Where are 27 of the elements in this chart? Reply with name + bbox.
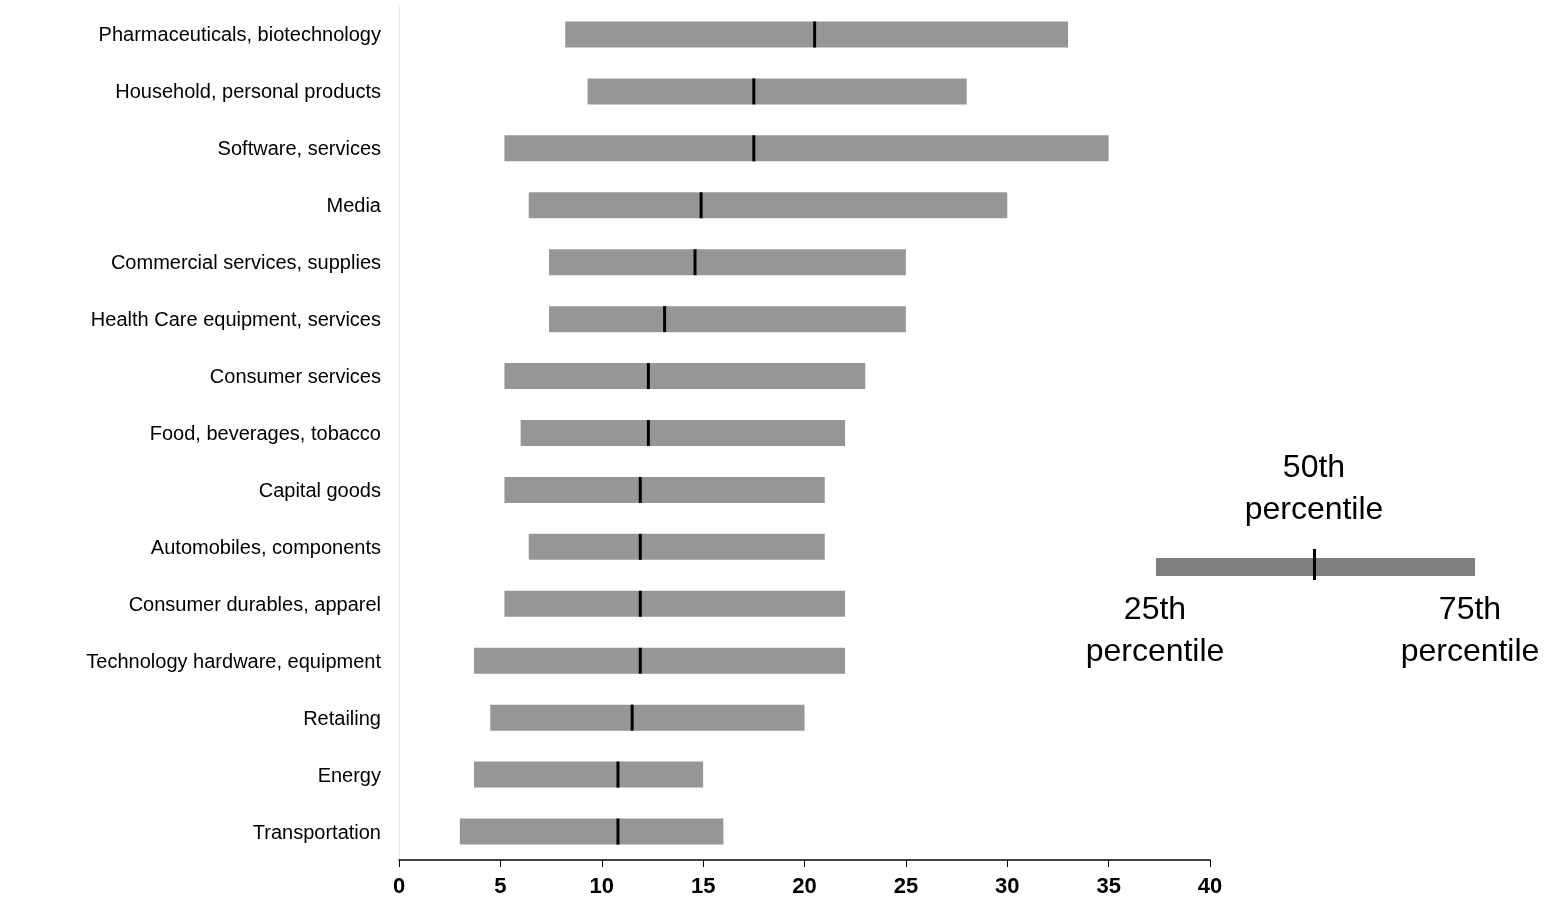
y-tick-label: Consumer durables, apparel — [128, 592, 381, 615]
y-tick-label: Health Care equipment, services — [90, 308, 381, 331]
annotation: 25th percentile — [1084, 589, 1226, 670]
y-tick-label: Software, services — [217, 137, 381, 160]
x-tick-label: 0 — [392, 872, 406, 898]
x-tick-label: 5 — [494, 872, 507, 898]
y-tick-label: Transportation — [252, 820, 381, 843]
y-tick-label: Retailing — [303, 706, 381, 729]
y-tick-label: Energy — [317, 763, 381, 786]
text: 50th percentile — [1243, 447, 1385, 528]
x-tick-label: 30 — [995, 872, 1020, 898]
y-tick-label: Pharmaceuticals, biotechnology — [98, 23, 381, 46]
x-tick-label: 15 — [690, 872, 716, 898]
y-tick-label: Food, beverages, tobacco — [149, 422, 381, 444]
y-tick-label: Capital goods — [258, 478, 381, 501]
x-tick-label: 35 — [1096, 872, 1121, 898]
y-tick-label: Household, personal products — [115, 80, 381, 103]
y-tick-label: Media — [326, 194, 382, 217]
y-tick-label: Consumer services — [209, 365, 381, 388]
x-tick-label: 20 — [792, 872, 817, 898]
y-tick-label: Automobiles, components — [150, 535, 381, 558]
text: 75th percentile — [1399, 589, 1541, 670]
x-tick-label: 25 — [893, 872, 919, 898]
y-tick-label: Commercial services, supplies — [110, 251, 381, 274]
x-tick-label: 40 — [1197, 872, 1223, 898]
y-tick-label: Technology hardware, equipment — [86, 649, 382, 672]
x-tick-label: 10 — [589, 872, 614, 898]
